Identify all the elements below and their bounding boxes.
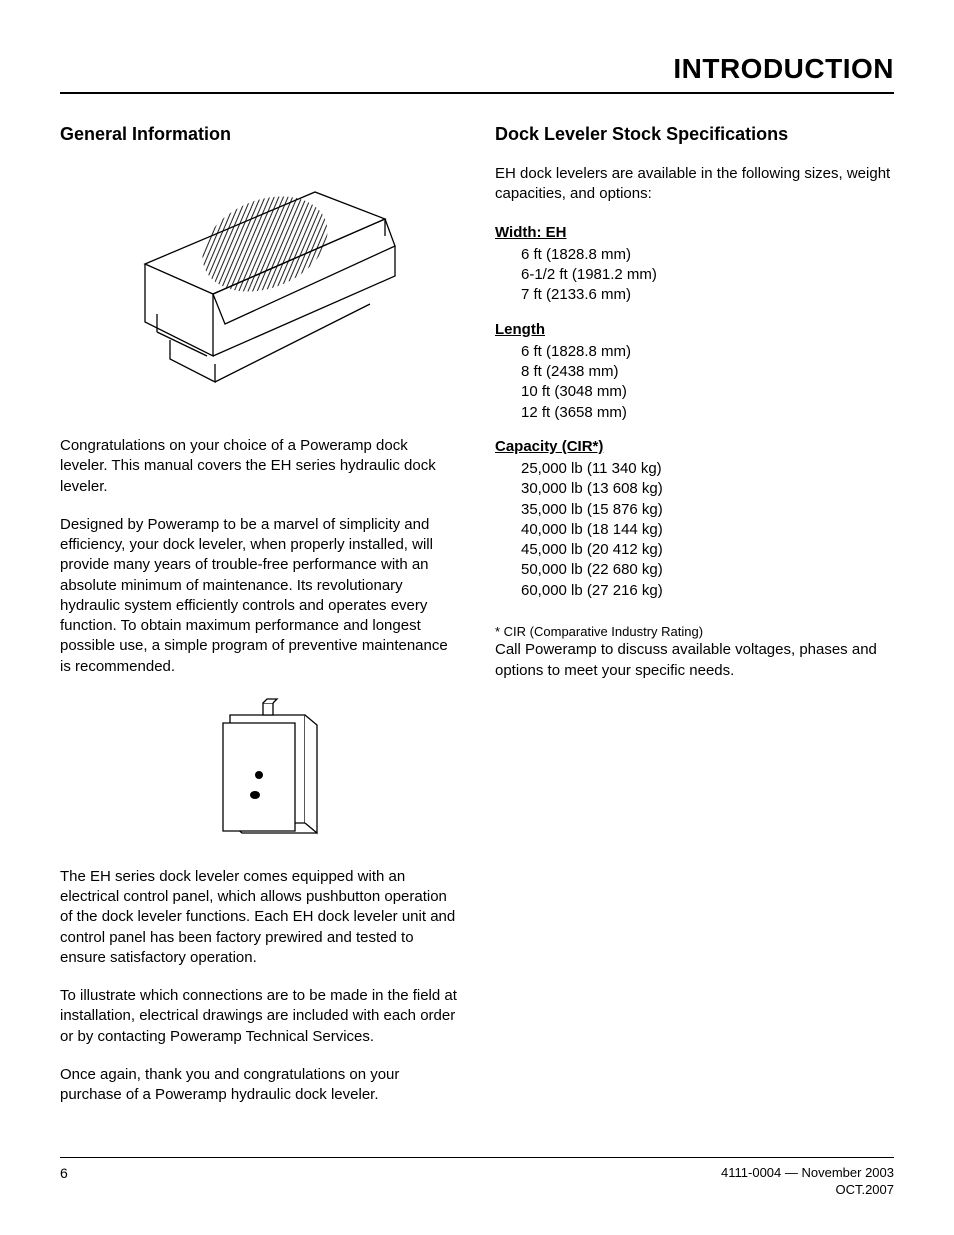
length-label: Length bbox=[495, 320, 894, 340]
left-column: General Information bbox=[60, 122, 459, 1124]
length-values: 6 ft (1828.8 mm) 8 ft (2438 mm) 10 ft (3… bbox=[521, 342, 894, 423]
length-value: 10 ft (3048 mm) bbox=[521, 382, 894, 402]
page: INTRODUCTION General Information bbox=[0, 0, 954, 1235]
specs-closing: Call Poweramp to discuss available volta… bbox=[495, 640, 894, 681]
title-rule bbox=[60, 92, 894, 94]
intro-para-1: Congratulations on your choice of a Powe… bbox=[60, 436, 459, 497]
length-value: 12 ft (3658 mm) bbox=[521, 403, 894, 423]
capacity-label: Capacity (CIR*) bbox=[495, 437, 894, 457]
two-column-layout: General Information bbox=[60, 122, 894, 1124]
capacity-value: 60,000 lb (27 216 kg) bbox=[521, 581, 894, 601]
intro-para-5: Once again, thank you and congratulation… bbox=[60, 1065, 459, 1106]
length-value: 6 ft (1828.8 mm) bbox=[521, 342, 894, 362]
width-value: 6-1/2 ft (1981.2 mm) bbox=[521, 265, 894, 285]
specs-intro: EH dock levelers are available in the fo… bbox=[495, 164, 894, 205]
footer-right: 4111-0004 — November 2003 OCT.2007 bbox=[721, 1164, 894, 1199]
doc-id: 4111-0004 — November 2003 bbox=[721, 1164, 894, 1182]
intro-para-2: Designed by Poweramp to be a marvel of s… bbox=[60, 515, 459, 677]
specs-heading: Dock Leveler Stock Specifications bbox=[495, 122, 894, 146]
page-title: INTRODUCTION bbox=[60, 50, 894, 88]
capacity-value: 40,000 lb (18 144 kg) bbox=[521, 520, 894, 540]
intro-para-3: The EH series dock leveler comes equippe… bbox=[60, 867, 459, 968]
right-column: Dock Leveler Stock Specifications EH doc… bbox=[495, 122, 894, 1124]
capacity-values: 25,000 lb (11 340 kg) 30,000 lb (13 608 … bbox=[521, 459, 894, 601]
capacity-value: 50,000 lb (22 680 kg) bbox=[521, 560, 894, 580]
footer-rule bbox=[60, 1157, 894, 1158]
cir-footnote: * CIR (Comparative Industry Rating) bbox=[495, 623, 894, 641]
width-value: 6 ft (1828.8 mm) bbox=[521, 245, 894, 265]
length-value: 8 ft (2438 mm) bbox=[521, 362, 894, 382]
capacity-value: 35,000 lb (15 876 kg) bbox=[521, 500, 894, 520]
capacity-value: 25,000 lb (11 340 kg) bbox=[521, 459, 894, 479]
width-label: Width: EH bbox=[495, 223, 894, 243]
page-number: 6 bbox=[60, 1164, 68, 1199]
capacity-value: 30,000 lb (13 608 kg) bbox=[521, 479, 894, 499]
page-footer: 6 4111-0004 — November 2003 OCT.2007 bbox=[60, 1157, 894, 1199]
width-value: 7 ft (2133.6 mm) bbox=[521, 285, 894, 305]
doc-revision: OCT.2007 bbox=[721, 1181, 894, 1199]
control-panel-illustration bbox=[195, 695, 325, 845]
intro-para-4: To illustrate which connections are to b… bbox=[60, 986, 459, 1047]
width-values: 6 ft (1828.8 mm) 6-1/2 ft (1981.2 mm) 7 … bbox=[521, 245, 894, 306]
general-info-heading: General Information bbox=[60, 122, 459, 146]
capacity-value: 45,000 lb (20 412 kg) bbox=[521, 540, 894, 560]
dock-leveler-illustration bbox=[115, 164, 405, 414]
